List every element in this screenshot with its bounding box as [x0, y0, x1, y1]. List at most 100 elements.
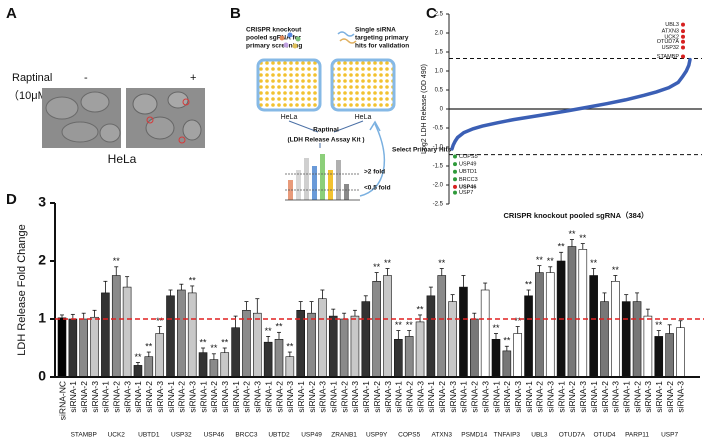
x-tick-label: siRNA-3 — [546, 381, 556, 413]
schematic-bars — [285, 154, 360, 201]
hit-label: UBTD1 — [459, 169, 477, 175]
y-tick-label: -1.5 — [433, 164, 444, 170]
group-label: OTUD7A — [559, 432, 586, 439]
y-tick-label: 1 — [38, 310, 46, 326]
x-tick-label: siRNA-3 — [220, 381, 230, 413]
bar — [318, 298, 327, 378]
x-tick-label: siRNA-2 — [600, 381, 610, 413]
significance: ** — [536, 255, 544, 265]
significance: ** — [384, 258, 392, 268]
bar — [437, 275, 447, 378]
significance: ** — [200, 337, 208, 347]
bar — [90, 316, 99, 378]
bar — [177, 289, 186, 378]
bar — [111, 275, 121, 378]
bar — [328, 315, 338, 378]
hit-point — [453, 190, 457, 195]
group-label: PARP11 — [625, 432, 649, 439]
group-label: STAMBP — [71, 432, 97, 439]
hit-label: ATXN3 — [662, 29, 679, 35]
fold-label: >2 fold — [364, 169, 385, 176]
significance: ** — [265, 326, 273, 336]
x-tick-label: siRNA-2 — [470, 381, 480, 413]
x-tick-label: siRNA-1 — [361, 381, 371, 413]
bar — [491, 338, 501, 378]
ranked-curve — [450, 57, 692, 151]
significance: ** — [134, 352, 142, 362]
bar — [383, 275, 392, 378]
group-label: USP9Y — [366, 432, 388, 439]
significance: ** — [655, 320, 663, 330]
bar — [535, 272, 544, 378]
validation-text: Single siRNA — [355, 27, 396, 34]
bar — [361, 301, 371, 378]
x-tick-label: siRNA-3 — [350, 381, 360, 413]
group-label: USP7 — [661, 432, 678, 439]
group-label: USP46 — [204, 432, 225, 439]
bar — [122, 286, 132, 378]
x-tick-label: siRNA-2 — [307, 381, 317, 413]
x-tick-label: siRNA-2 — [144, 381, 154, 413]
hit-point — [453, 169, 457, 174]
group-label: ATXN3 — [432, 432, 453, 439]
bar — [101, 292, 110, 378]
treatment: Raptinal — [12, 72, 52, 84]
bar — [253, 312, 262, 378]
bar — [166, 295, 175, 378]
hit-label: USP46 — [459, 184, 476, 190]
bar — [415, 321, 425, 378]
x-tick-label: siRNA-3 — [611, 381, 621, 413]
bar — [296, 309, 306, 378]
y-tick-label: 2 — [38, 252, 46, 268]
x-tick-label: siRNA-1 — [296, 381, 306, 413]
x-tick-label: siRNA-2 — [274, 381, 284, 413]
group-label: USP32 — [171, 432, 192, 439]
hit-point — [681, 54, 685, 59]
significance: ** — [395, 320, 403, 330]
bar — [133, 365, 143, 378]
group-label: BRCC3 — [235, 432, 257, 439]
group-label: UBTD1 — [138, 432, 160, 439]
x-tick-label: siRNA-NC — [57, 381, 67, 420]
screen-text: CRISPR knockout — [246, 27, 302, 34]
hit-point — [453, 154, 457, 159]
significance: ** — [579, 233, 587, 243]
bar — [524, 295, 533, 378]
bar — [57, 317, 67, 378]
hit-label: OTUD7A — [657, 39, 680, 45]
significance: ** — [406, 320, 414, 330]
x-tick-label: siRNA-3 — [383, 381, 393, 413]
x-tick-label: siRNA-2 — [79, 381, 89, 413]
x-tick-label: siRNA-1 — [231, 381, 241, 413]
bar — [285, 356, 295, 378]
hit-label: UCK2 — [664, 34, 679, 40]
bar — [404, 336, 414, 378]
bar — [469, 318, 479, 378]
fold-label: <0.5 fold — [364, 185, 391, 192]
y-tick-label: -2.5 — [433, 202, 444, 208]
panel-letter: C — [426, 5, 437, 22]
hit-label: USP49 — [459, 162, 476, 168]
bar — [502, 350, 512, 378]
x-tick-label: siRNA-3 — [513, 381, 523, 413]
bar — [209, 359, 219, 378]
group-label: COPS5 — [398, 432, 420, 439]
bar — [611, 280, 620, 378]
significance: ** — [612, 265, 620, 275]
significance: ** — [558, 242, 566, 252]
x-tick-label: siRNA-2 — [177, 381, 187, 413]
hit-point — [681, 22, 685, 27]
group-label: UBL3 — [531, 432, 548, 439]
x-tick-label: siRNA-2 — [567, 381, 577, 413]
x-tick-label: siRNA-2 — [535, 381, 545, 413]
y-tick-label: 1.5 — [435, 50, 444, 56]
bar — [480, 289, 490, 378]
y-tick-label: 0.5 — [435, 88, 444, 94]
group-label: UCK2 — [108, 432, 126, 439]
group-label: USP49 — [301, 432, 322, 439]
bar — [665, 333, 674, 378]
x-tick-label: siRNA-1 — [68, 381, 78, 413]
plate-label: HeLa — [355, 114, 372, 121]
significance: ** — [221, 337, 229, 347]
group-label: UBTD2 — [268, 432, 290, 439]
